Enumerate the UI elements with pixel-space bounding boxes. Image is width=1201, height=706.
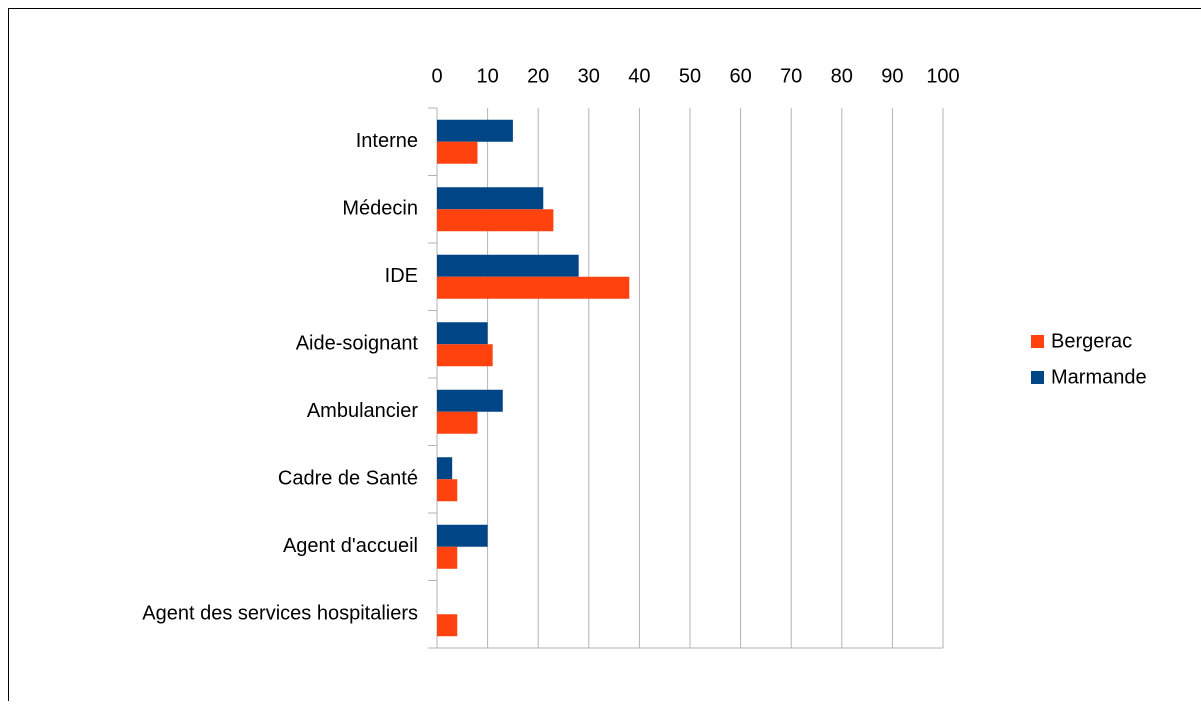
bar [437,255,579,277]
y-tick-label: Agent d'accueil [283,535,418,557]
y-tick-label: Médecin [342,198,418,220]
x-tick-label: 90 [881,65,903,87]
x-tick-label: 60 [729,65,751,87]
x-tick-label: 70 [780,65,802,87]
bar [437,614,457,636]
y-tick-label: Agent des services hospitaliers [142,603,418,625]
y-tick-label: Ambulancier [307,400,419,422]
x-tick-label: 10 [476,65,498,87]
frame [9,9,1201,702]
bar [437,209,553,231]
bar [437,457,452,479]
x-tick-label: 0 [431,65,442,87]
x-tick-label: 40 [628,65,650,87]
x-tick-label: 30 [578,65,600,87]
bar [437,142,477,164]
bar [437,412,477,434]
legend-label: Bergerac [1051,330,1132,352]
x-tick-label: 100 [926,65,959,87]
y-tick-label: Aide-soignant [296,333,419,355]
legend-label: Marmande [1051,366,1147,388]
y-tick-label: IDE [385,265,418,287]
legend-swatch [1031,335,1044,348]
bar [437,479,457,501]
bar [437,390,503,412]
x-tick-label: 50 [679,65,701,87]
y-tick-label: Interne [356,130,418,152]
x-tick-label: 20 [527,65,549,87]
x-tick-label: 80 [831,65,853,87]
bar [437,344,493,366]
bar [437,547,457,569]
bar [437,525,488,547]
y-tick-label: Cadre de Santé [278,468,418,490]
bar [437,187,543,209]
bar [437,277,629,299]
bar [437,120,513,142]
legend-swatch [1031,371,1044,384]
bar [437,322,488,344]
